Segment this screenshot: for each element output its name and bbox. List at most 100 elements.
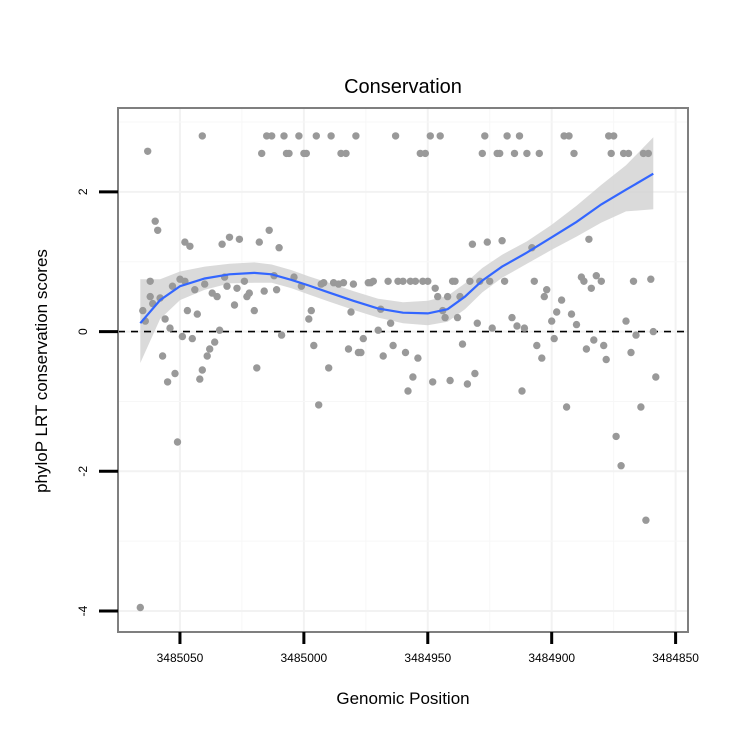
data-point bbox=[622, 317, 630, 325]
data-point bbox=[146, 277, 154, 285]
data-point bbox=[305, 315, 313, 323]
data-point bbox=[503, 132, 511, 140]
data-point bbox=[213, 292, 221, 301]
data-point bbox=[161, 315, 169, 323]
data-point bbox=[218, 240, 226, 248]
data-point bbox=[183, 306, 192, 315]
data-point bbox=[211, 338, 219, 346]
data-point bbox=[570, 149, 578, 158]
data-point bbox=[315, 401, 323, 409]
data-point bbox=[188, 334, 196, 343]
data-point bbox=[429, 378, 437, 386]
data-point bbox=[268, 132, 276, 140]
data-point bbox=[535, 149, 543, 158]
data-point bbox=[468, 240, 477, 248]
data-point bbox=[317, 280, 325, 288]
data-point bbox=[163, 378, 172, 386]
data-point bbox=[463, 380, 472, 388]
data-point bbox=[557, 296, 566, 304]
data-point bbox=[572, 320, 581, 329]
data-point bbox=[347, 308, 355, 316]
data-point bbox=[359, 334, 367, 343]
data-point bbox=[416, 149, 424, 158]
data-point bbox=[605, 132, 613, 140]
x-tick-label: 3484850 bbox=[652, 651, 699, 665]
data-point bbox=[280, 132, 288, 140]
x-axis: 3485050 3485000 3484950 3484900 3484850 bbox=[118, 631, 699, 665]
y-axis: -4 -2 0 2 bbox=[76, 108, 119, 632]
data-point bbox=[203, 352, 211, 360]
data-point bbox=[339, 279, 348, 287]
data-point bbox=[312, 132, 320, 140]
data-point bbox=[310, 341, 318, 350]
data-point bbox=[411, 277, 420, 285]
data-point bbox=[481, 132, 489, 140]
data-point bbox=[453, 313, 462, 322]
data-point bbox=[647, 275, 655, 283]
data-point bbox=[533, 341, 541, 350]
y-tick-label: 0 bbox=[76, 328, 90, 335]
data-point bbox=[446, 376, 454, 385]
data-point bbox=[607, 149, 615, 158]
data-point bbox=[399, 277, 407, 285]
data-point bbox=[391, 132, 400, 140]
y-axis-title: phyloP LRT conservation scores bbox=[32, 249, 51, 493]
data-point bbox=[171, 369, 179, 378]
data-point bbox=[290, 273, 298, 281]
data-point bbox=[585, 235, 593, 243]
data-point bbox=[567, 310, 576, 318]
data-point bbox=[260, 287, 268, 295]
data-point bbox=[139, 306, 147, 315]
data-point bbox=[154, 226, 162, 234]
data-point bbox=[253, 364, 261, 372]
data-point bbox=[637, 403, 645, 411]
data-point bbox=[389, 341, 397, 350]
data-point bbox=[510, 149, 519, 158]
data-point bbox=[500, 277, 509, 285]
smooth-line bbox=[139, 172, 654, 324]
data-point bbox=[272, 286, 281, 294]
data-point bbox=[235, 235, 244, 243]
data-point bbox=[201, 280, 209, 288]
data-point bbox=[602, 355, 610, 364]
data-point bbox=[186, 242, 194, 250]
data-points bbox=[136, 132, 660, 612]
data-point bbox=[191, 286, 199, 294]
data-point bbox=[478, 149, 486, 158]
data-point bbox=[617, 462, 625, 470]
data-point bbox=[181, 238, 189, 246]
data-point bbox=[565, 132, 573, 140]
data-point bbox=[357, 348, 365, 357]
data-point bbox=[349, 280, 358, 288]
data-point bbox=[471, 369, 479, 378]
data-point bbox=[193, 310, 201, 318]
data-point bbox=[443, 292, 452, 301]
data-point bbox=[518, 387, 526, 395]
data-point bbox=[451, 277, 459, 285]
data-point bbox=[652, 373, 660, 381]
data-point bbox=[553, 308, 561, 316]
data-point bbox=[404, 387, 412, 395]
data-point bbox=[295, 132, 303, 140]
x-axis-title: Genomic Position bbox=[336, 689, 469, 708]
data-point bbox=[582, 345, 591, 353]
data-point bbox=[265, 226, 273, 234]
data-point bbox=[496, 149, 504, 158]
data-point bbox=[612, 432, 620, 441]
data-point bbox=[144, 147, 152, 155]
data-point bbox=[198, 366, 206, 374]
data-point bbox=[384, 277, 392, 285]
data-point bbox=[458, 340, 467, 348]
data-point bbox=[538, 354, 546, 362]
data-point bbox=[483, 238, 491, 246]
y-tick-label: 2 bbox=[76, 188, 90, 195]
data-point bbox=[498, 237, 506, 245]
data-point bbox=[230, 301, 239, 309]
data-point bbox=[508, 313, 516, 322]
data-point bbox=[342, 149, 350, 158]
data-point bbox=[379, 352, 387, 360]
data-point bbox=[466, 277, 474, 285]
data-point bbox=[325, 364, 333, 372]
data-point bbox=[597, 277, 605, 285]
